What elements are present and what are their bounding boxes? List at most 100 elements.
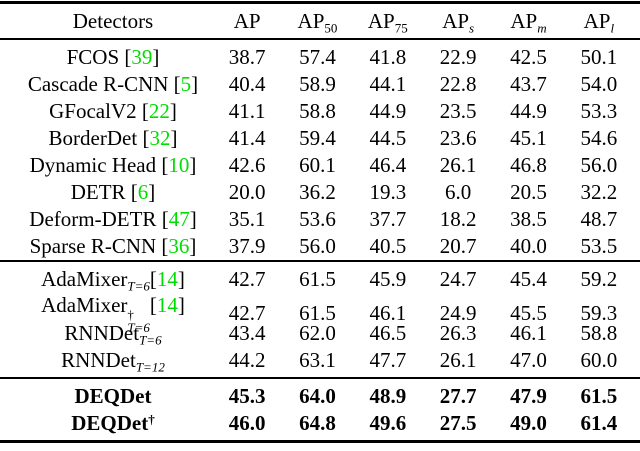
detector-name-label: FCOS xyxy=(66,45,120,69)
table-row: DETR [6] 20.0 36.2 19.3 6.0 20.5 32.2 xyxy=(0,179,634,206)
metric-value-aps: 26.1 xyxy=(439,153,477,177)
metric-value-ap50: 63.1 xyxy=(299,348,336,372)
metric-value-ap: 45.3 xyxy=(228,384,266,408)
citation-link[interactable]: [14] xyxy=(149,293,185,317)
citation-link[interactable]: [22] xyxy=(141,99,177,123)
citation-link[interactable]: [32] xyxy=(142,126,178,150)
metric-value-ap: 20.0 xyxy=(228,180,266,204)
detector-subscript: T=6 xyxy=(127,319,150,335)
table-row: AdaMixerT=6[14] 42.7 61.5 45.9 24.7 45.4 59.2 xyxy=(0,266,634,293)
citation-number: 39 xyxy=(131,45,153,69)
detector-name-label: RNNDet xyxy=(61,348,136,372)
header-bottom-rule xyxy=(0,38,640,40)
metric-value-apl: 32.2 xyxy=(580,180,618,204)
citation-number: 14 xyxy=(156,267,178,291)
column-header-subscript: s xyxy=(469,20,475,36)
metric-value-ap: 41.1 xyxy=(228,99,266,123)
column-header-label: AP xyxy=(233,8,261,33)
table-row: Cascade R-CNN [5] 40.4 58.9 44.1 22.8 43.7 54.… xyxy=(0,71,634,98)
column-header-subscript: l xyxy=(610,20,615,36)
citation-link[interactable]: [10] xyxy=(161,153,197,177)
detector-name-label: Sparse R-CNN xyxy=(29,234,157,258)
detector-name-label: BorderDet xyxy=(48,126,138,150)
metric-value-apm: 45.5 xyxy=(510,300,547,325)
detector-name: Sparse R-CNN [36] xyxy=(0,234,212,259)
metric-value-ap75: 47.7 xyxy=(369,348,407,372)
citation-number: 5 xyxy=(180,72,192,96)
detector-name: DEQDet† xyxy=(0,411,212,436)
section-divider-rule xyxy=(0,260,640,262)
citation-number: 22 xyxy=(148,99,170,123)
metric-value-aps: 26.3 xyxy=(439,321,477,345)
detector-name: GFocalV2 [22] xyxy=(0,99,212,124)
detector-name: Dynamic Head [10] xyxy=(0,153,212,178)
column-header-apm: APm xyxy=(493,8,563,35)
metric-value-apl: 61.5 xyxy=(580,384,618,408)
metric-value-ap: 42.6 xyxy=(228,153,266,177)
metric-value-ap75: 45.9 xyxy=(369,267,407,291)
metric-value-ap75: 48.9 xyxy=(369,384,407,408)
metric-value-ap50: 60.1 xyxy=(299,153,336,177)
dagger-mark: † xyxy=(148,412,155,428)
metric-value-apm: 45.1 xyxy=(510,126,547,150)
metric-value-apl: 54.0 xyxy=(580,72,618,96)
citation-link[interactable]: [5] xyxy=(173,72,199,96)
metric-value-apm: 20.5 xyxy=(510,180,547,204)
column-header-ap75: AP75 xyxy=(353,9,423,35)
metric-value-ap75: 44.1 xyxy=(369,72,407,96)
detector-name-label: AdaMixer xyxy=(41,293,128,317)
column-header-subscript: 50 xyxy=(324,20,338,36)
detector-name: RNNDetT=12 xyxy=(0,348,212,375)
detector-name: Deform-DETR [47] xyxy=(0,207,212,232)
metric-value-apm: 42.5 xyxy=(510,45,547,69)
metric-value-apm: 46.8 xyxy=(510,153,547,177)
metric-value-ap50: 61.5 xyxy=(299,267,336,291)
metric-value-aps: 6.0 xyxy=(445,180,472,204)
detector-name: AdaMixer † T=6 [14] xyxy=(0,293,212,334)
table-row: RNNDetT=12 44.2 63.1 47.7 26.1 47.0 60.0 xyxy=(0,347,634,374)
column-header-label: Detectors xyxy=(72,8,154,33)
table-top-rule xyxy=(0,1,640,4)
detector-subscript: T=12 xyxy=(135,359,165,375)
detector-name-label: DEQDet xyxy=(74,384,152,408)
metric-value-apl: 50.1 xyxy=(580,45,618,69)
detector-name-label: Dynamic Head xyxy=(29,153,157,177)
detector-name: BorderDet [32] xyxy=(0,126,212,151)
metric-value-ap50: 36.2 xyxy=(299,180,336,204)
citation-link[interactable]: [47] xyxy=(161,207,197,231)
table-row: DEQDet† 46.0 64.8 49.6 27.5 49.0 61.4 xyxy=(0,410,634,437)
table-row: Sparse R-CNN [36] 37.9 56.0 40.5 20.7 40.0 53.… xyxy=(0,233,634,260)
detector-name: Cascade R-CNN [5] xyxy=(0,72,212,97)
citation-link[interactable]: [14] xyxy=(149,267,185,291)
citation-link[interactable]: [6] xyxy=(130,180,156,204)
column-header-label: AP xyxy=(510,8,538,33)
metric-value-ap75: 46.1 xyxy=(369,300,407,325)
metric-value-apm: 47.0 xyxy=(510,348,547,372)
metric-value-apm: 43.7 xyxy=(510,72,547,96)
detector-name-label: DEQDet xyxy=(71,411,149,435)
metric-value-ap75: 19.3 xyxy=(369,180,407,204)
metric-value-apl: 53.5 xyxy=(580,234,618,258)
metric-value-apl: 56.0 xyxy=(580,153,618,177)
detector-name-label: Deform-DETR xyxy=(29,207,157,231)
table-section-3: DEQDet 45.3 64.0 48.9 27.7 47.9 61.5 DEQDet† 46.… xyxy=(0,379,640,440)
citation-link[interactable]: [36] xyxy=(161,234,197,258)
metric-value-apl: 59.3 xyxy=(580,300,618,325)
metric-value-apm: 40.0 xyxy=(510,234,547,258)
detector-name: RNNDetT=6 xyxy=(0,321,212,347)
citation-link[interactable]: [39] xyxy=(124,45,160,69)
citation-number: 6 xyxy=(137,180,149,204)
metric-value-ap: 43.4 xyxy=(228,321,266,345)
table-header-row: Detectors AP AP50 AP75 APs APm APl xyxy=(0,4,634,38)
table-row: RNNDetT=6 43.4 62.0 46.5 26.3 46.1 58.8 xyxy=(0,320,634,347)
column-header-detectors: Detectors xyxy=(0,9,212,34)
metric-value-ap: 35.1 xyxy=(228,207,266,231)
dagger-subscript-stack: † T=6 xyxy=(127,306,150,335)
detector-name-label: DETR xyxy=(70,180,126,204)
dagger-mark: † xyxy=(127,306,134,322)
metric-value-ap50: 57.4 xyxy=(299,45,336,69)
metric-value-ap: 38.7 xyxy=(228,45,266,69)
metric-value-ap50: 64.8 xyxy=(299,411,336,435)
metric-value-apm: 46.1 xyxy=(510,321,547,345)
